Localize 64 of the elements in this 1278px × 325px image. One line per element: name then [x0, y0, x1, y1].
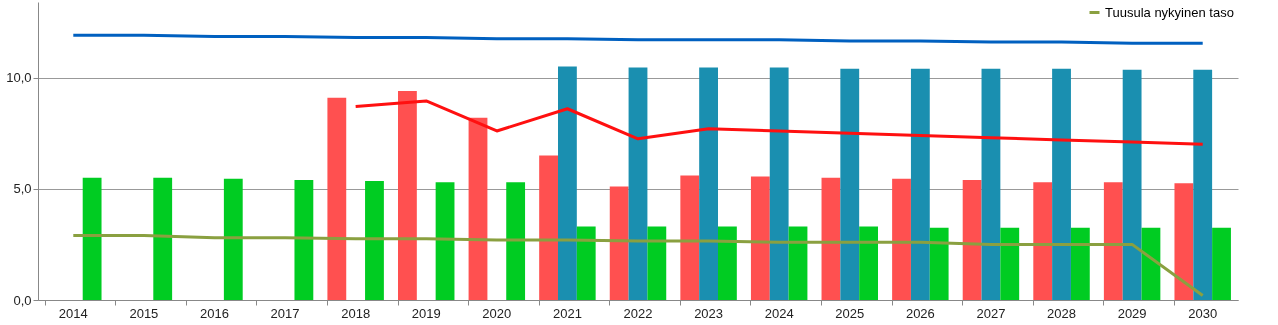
bar — [788, 226, 808, 300]
bar — [840, 68, 860, 300]
bar — [981, 68, 1001, 300]
bar — [468, 117, 488, 300]
x-tick-label: 2027 — [976, 305, 1006, 321]
bar — [750, 176, 770, 300]
x-tick-label: 2023 — [694, 305, 724, 321]
x-tick-label: 2024 — [764, 305, 794, 321]
y-tick-label: 0,0 — [13, 292, 32, 308]
y-tick-label: 10,0 — [6, 70, 32, 86]
bar — [558, 66, 577, 300]
y-tick-label: 5,0 — [13, 181, 32, 197]
bar — [1212, 227, 1231, 300]
x-tick-label: 2014 — [58, 305, 88, 321]
line-series — [354, 99, 1205, 146]
bar — [647, 226, 667, 300]
x-tick-label: 2019 — [411, 305, 441, 321]
bar — [609, 186, 629, 300]
bar — [821, 177, 841, 300]
bar — [910, 68, 930, 300]
bar — [1000, 227, 1020, 300]
bar — [1052, 68, 1071, 300]
x-tick-label: 2025 — [835, 305, 865, 321]
bar — [769, 67, 789, 300]
bar — [628, 67, 648, 300]
x-tick-label: 2018 — [341, 305, 371, 321]
bar — [962, 179, 982, 300]
bar — [1193, 69, 1213, 300]
bar — [1103, 182, 1123, 300]
x-tick-label: 2028 — [1047, 305, 1076, 321]
x-tick-label: 2030 — [1188, 305, 1218, 321]
bar — [365, 181, 384, 300]
bar — [1141, 227, 1161, 300]
x-tick-label: 2015 — [129, 305, 159, 321]
bar — [576, 226, 596, 300]
bar — [1174, 183, 1194, 300]
line-series — [71, 33, 1205, 45]
x-tick-label: 2026 — [905, 305, 935, 321]
bar — [223, 178, 243, 300]
bar — [435, 182, 455, 300]
line-series — [71, 234, 1205, 298]
bar — [680, 175, 700, 300]
bar — [859, 226, 878, 300]
bar — [1070, 227, 1090, 300]
bar — [294, 179, 314, 300]
bar — [1033, 182, 1053, 300]
x-tick-label: 2020 — [482, 305, 512, 321]
bar — [327, 97, 347, 300]
bar — [506, 182, 526, 300]
bar — [398, 90, 417, 300]
bar — [699, 67, 718, 300]
x-tick-label: 2022 — [623, 305, 653, 321]
bar — [718, 226, 737, 300]
bar — [82, 177, 102, 300]
bar — [892, 178, 911, 300]
legend-label: Tuusula nykyinen taso — [1105, 4, 1234, 20]
x-tick-label: 2016 — [200, 305, 229, 321]
bar — [1122, 69, 1142, 300]
bar — [153, 177, 173, 300]
x-tick-label: 2017 — [270, 305, 300, 321]
x-tick-label: 2021 — [552, 305, 582, 321]
bar — [539, 155, 558, 300]
x-tick-label: 2029 — [1117, 305, 1147, 321]
bar — [929, 227, 949, 300]
